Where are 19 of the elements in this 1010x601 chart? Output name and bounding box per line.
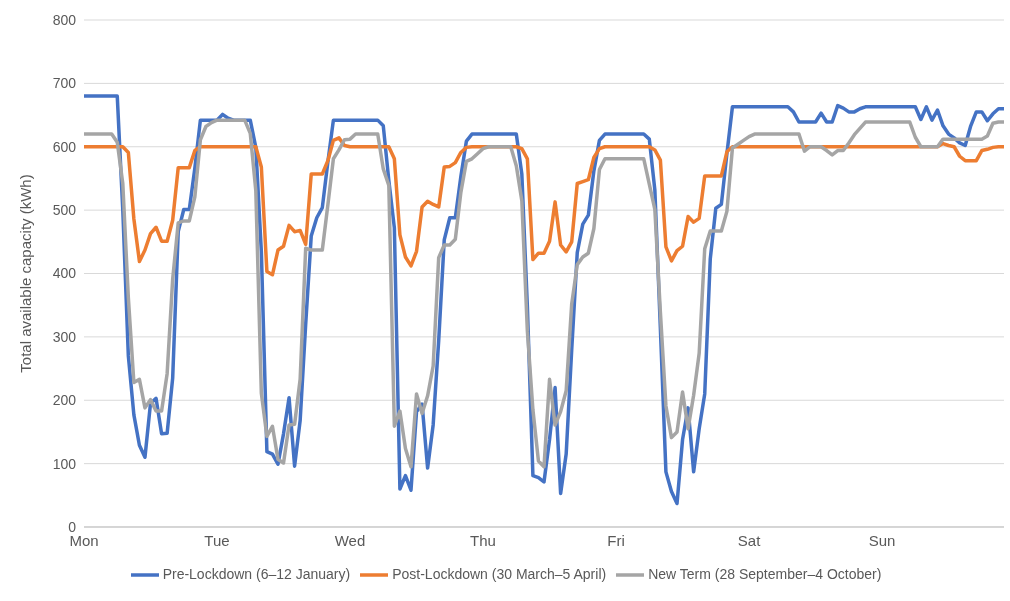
y-tick-label: 100 [52,455,77,472]
y-tick-label: 500 [52,202,77,219]
y-tick-label: 300 [52,328,77,345]
y-tick-label: 600 [52,138,77,155]
y-tick-label: 800 [52,11,77,28]
legend-label: Post-Lockdown (30 March–5 April) [392,565,607,582]
x-tick-label: Tue [204,531,230,549]
x-tick-label: Sun [868,531,896,549]
x-tick-label: Wed [334,531,366,549]
legend-label: Pre-Lockdown (6–12 January) [162,565,351,582]
y-axis-title: Total available capacity (kWh) [17,174,35,373]
y-tick-label: 200 [52,392,77,409]
y-tick-label: 400 [52,265,77,282]
line-series [84,136,1004,277]
x-tick-label: Thu [470,531,496,549]
y-tick-label: 700 [52,75,77,92]
x-tick-label: Sat [737,531,762,549]
x-tick-label: Fri [607,531,625,549]
legend-label: New Term (28 September–4 October) [648,565,882,582]
